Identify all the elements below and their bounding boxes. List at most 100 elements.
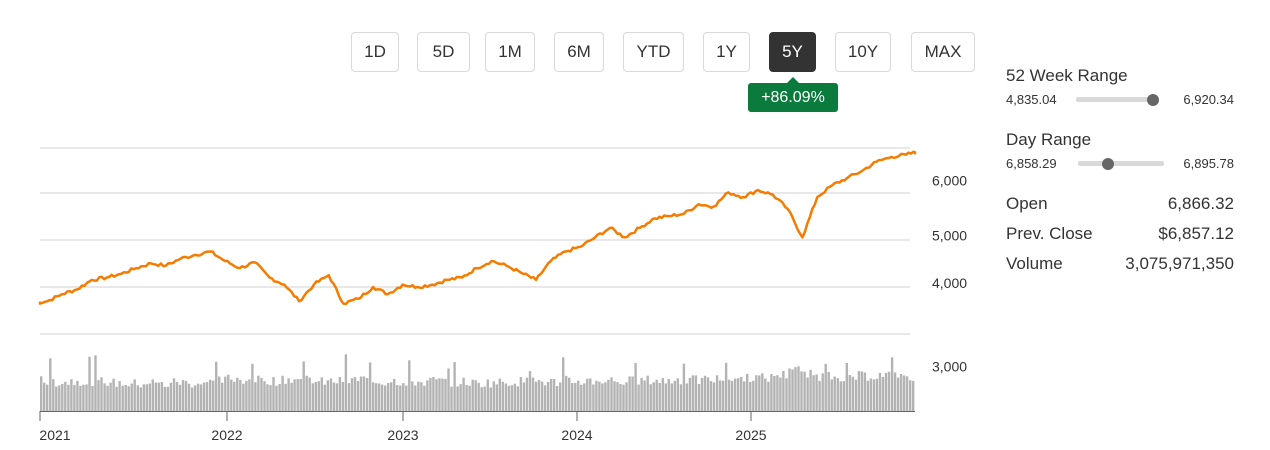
- volume-bar: [73, 384, 76, 411]
- volume-bar: [133, 379, 136, 411]
- volume-bar: [58, 385, 61, 411]
- range-button-1y[interactable]: 1Y: [703, 32, 750, 72]
- volume-bar: [833, 376, 836, 411]
- volume-bar: [178, 384, 182, 411]
- volume-bar: [193, 385, 197, 411]
- range-button-10y[interactable]: 10Y: [835, 32, 891, 72]
- volume-bar: [510, 385, 514, 411]
- day-low: 6,858.29: [1006, 156, 1057, 171]
- range-button-6m[interactable]: 6M: [554, 32, 604, 72]
- range-button-5y[interactable]: 5Y: [769, 32, 816, 72]
- volume-bar: [227, 374, 230, 411]
- volume-bar: [118, 381, 121, 411]
- volume-bar: [76, 380, 79, 411]
- volume-bar: [317, 381, 320, 411]
- volume-bar: [100, 377, 103, 411]
- volume-bar: [121, 385, 124, 411]
- volume-bar: [471, 379, 474, 411]
- range-button-1d[interactable]: 1D: [351, 32, 399, 72]
- volume-bar: [79, 385, 82, 411]
- volume-bar: [384, 385, 387, 411]
- volume-bar: [884, 372, 888, 411]
- volume-bar: [115, 386, 118, 411]
- volume-bar: [109, 382, 112, 411]
- volume-bar: [830, 379, 833, 411]
- volume-bar: [694, 375, 698, 411]
- volume-bar: [555, 386, 559, 411]
- volume-bar: [196, 383, 200, 411]
- volume-bar: [664, 383, 667, 411]
- volume-bar: [860, 371, 864, 411]
- range-button-1m[interactable]: 1M: [485, 32, 535, 72]
- volume-bar: [453, 362, 456, 411]
- volume-bar: [239, 379, 242, 411]
- volume-bar: [380, 384, 384, 411]
- volume-bar: [368, 362, 372, 411]
- volume-bar: [525, 377, 529, 411]
- volume-bar: [679, 384, 683, 411]
- volume-bar: [498, 378, 501, 411]
- volume-bar: [848, 375, 851, 411]
- volume-bar: [335, 383, 339, 411]
- volume-bar: [88, 356, 91, 411]
- x-axis: 2021 2022 2023 2024 2025: [39, 411, 915, 443]
- volume-bar: [290, 382, 293, 411]
- volume-bar: [344, 354, 348, 411]
- volume-bar: [124, 384, 127, 411]
- volume-bar: [266, 384, 269, 411]
- volume-bar: [263, 381, 266, 411]
- volume-bar: [175, 382, 179, 411]
- range-button-max[interactable]: MAX: [911, 32, 975, 72]
- volume-bar: [172, 378, 176, 411]
- volume-bar: [767, 381, 770, 411]
- volume-bar: [537, 380, 541, 411]
- volume-bar: [85, 384, 88, 411]
- volume-bar: [528, 371, 532, 411]
- volume-bar: [872, 379, 876, 411]
- week52-range-label: 52 Week Range: [1006, 66, 1128, 85]
- volume-bar: [706, 377, 710, 411]
- volume-bar: [628, 376, 631, 411]
- volume-bar: [670, 383, 673, 411]
- volume-bar: [682, 363, 686, 411]
- volume-bar: [305, 375, 308, 411]
- volume-bar: [800, 371, 803, 411]
- volume-bar: [411, 381, 414, 411]
- volume-bar: [577, 380, 580, 411]
- volume-bar: [504, 383, 508, 411]
- volume-bar: [688, 377, 692, 411]
- volume-bar: [543, 385, 547, 411]
- volume-bar: [230, 379, 233, 411]
- volume-bar: [142, 384, 145, 411]
- volume-bar: [248, 379, 251, 411]
- volume-bar: [592, 384, 595, 411]
- volume-bar: [896, 377, 900, 411]
- volume-bar: [221, 382, 224, 411]
- volume-bar: [347, 383, 351, 411]
- volume-bar: [112, 378, 115, 411]
- volume-bar: [64, 381, 67, 411]
- volume-bar: [293, 379, 296, 411]
- volume-bar: [568, 377, 571, 411]
- volume-bar: [724, 362, 728, 411]
- volume-bar: [571, 383, 574, 411]
- volume-bar: [257, 375, 260, 411]
- volume-bar: [562, 357, 565, 411]
- volume-bar: [712, 382, 716, 411]
- volume-bars: [40, 354, 915, 411]
- volume-bar: [486, 379, 489, 411]
- open-label: Open: [1006, 194, 1048, 213]
- volume-bar: [565, 375, 568, 411]
- volume-bar: [302, 361, 305, 411]
- volume-bar: [151, 379, 154, 411]
- range-button-ytd[interactable]: YTD: [623, 32, 684, 72]
- volume-bar: [878, 372, 882, 411]
- volume-bar: [311, 383, 314, 411]
- range-button-5d[interactable]: 5D: [417, 32, 470, 72]
- volume-bar: [284, 383, 287, 411]
- week52-low: 4,835.04: [1006, 92, 1057, 107]
- volume-bar: [782, 371, 785, 411]
- volume-bar: [583, 383, 586, 411]
- volume-bar: [598, 381, 601, 411]
